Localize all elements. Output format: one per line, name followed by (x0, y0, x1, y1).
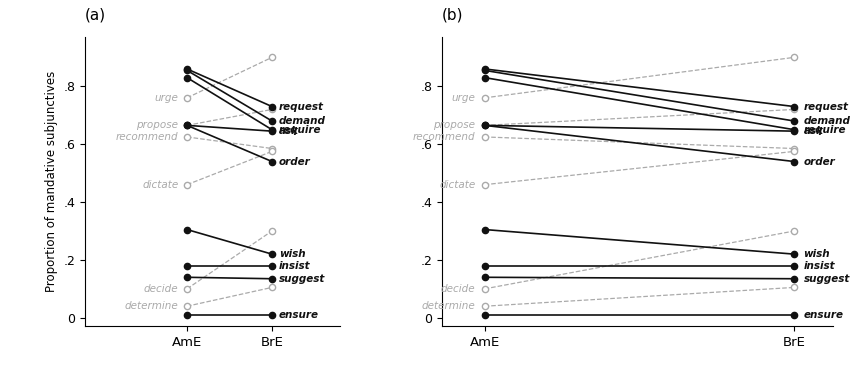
Text: insist: insist (279, 261, 310, 271)
Text: determine: determine (125, 301, 178, 311)
Text: ask: ask (279, 126, 299, 136)
Text: decide: decide (440, 284, 475, 294)
Text: demand: demand (279, 116, 326, 126)
Text: suggest: suggest (803, 274, 850, 284)
Text: determine: determine (422, 301, 475, 311)
Text: (a): (a) (85, 8, 106, 23)
Text: require: require (803, 125, 846, 135)
Text: urge: urge (155, 93, 178, 103)
Text: recommend: recommend (116, 132, 178, 142)
Text: urge: urge (451, 93, 475, 103)
Text: order: order (803, 157, 836, 167)
Text: propose: propose (434, 120, 475, 130)
Text: insist: insist (803, 261, 836, 271)
Text: require: require (279, 125, 321, 135)
Text: wish: wish (803, 249, 830, 259)
Text: order: order (279, 157, 310, 167)
Text: propose: propose (137, 120, 178, 130)
Text: dictate: dictate (439, 180, 475, 190)
Text: ensure: ensure (803, 310, 843, 320)
Text: request: request (279, 102, 324, 112)
Text: ask: ask (803, 126, 824, 136)
Text: demand: demand (803, 116, 850, 126)
Text: decide: decide (144, 284, 178, 294)
Text: ensure: ensure (279, 310, 319, 320)
Text: dictate: dictate (142, 180, 178, 190)
Y-axis label: Proportion of mandative subjunctives: Proportion of mandative subjunctives (45, 71, 58, 292)
Text: request: request (803, 102, 848, 112)
Text: recommend: recommend (412, 132, 475, 142)
Text: wish: wish (279, 249, 305, 259)
Text: (b): (b) (442, 8, 463, 23)
Text: suggest: suggest (279, 274, 326, 284)
